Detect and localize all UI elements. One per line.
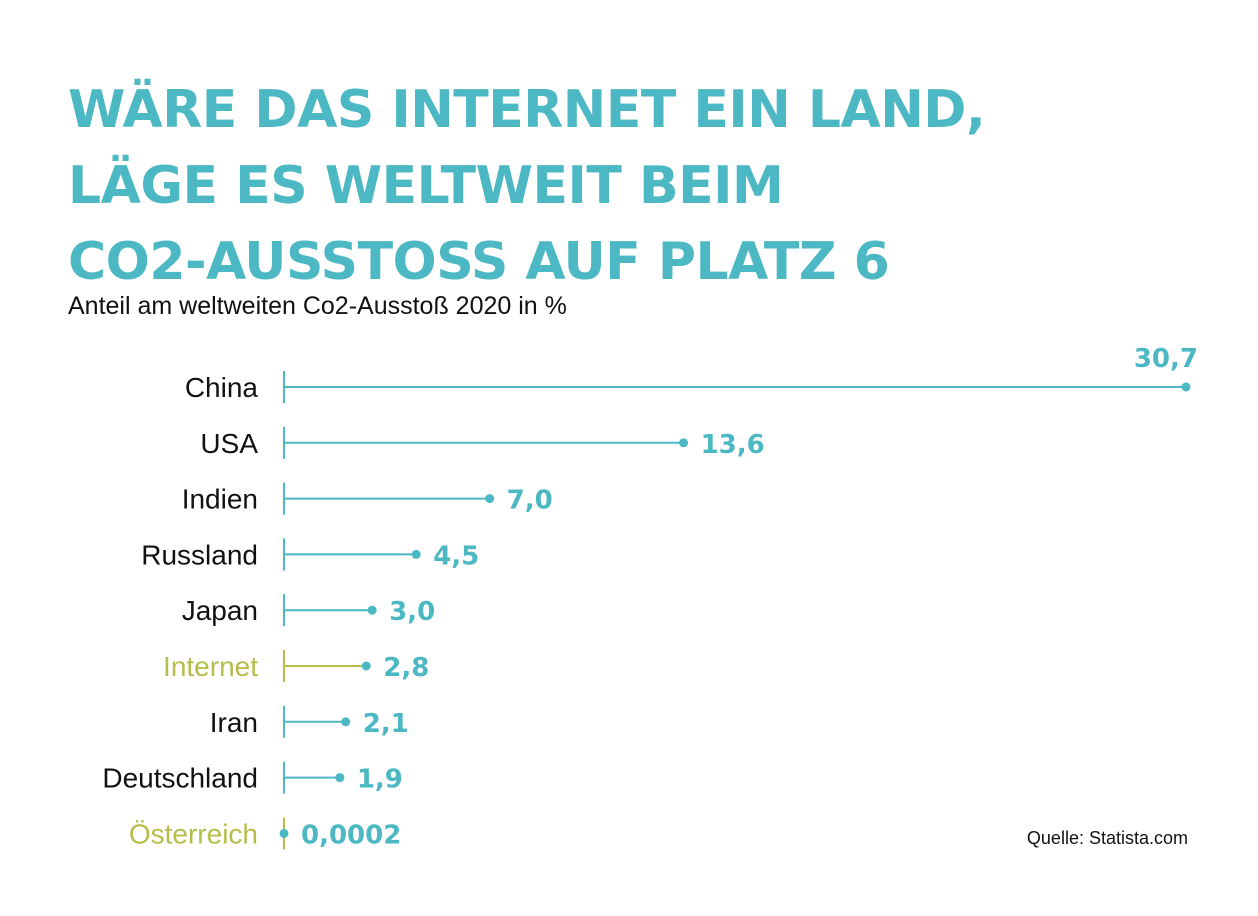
bar-dot-china	[1181, 382, 1191, 392]
category-label-iran: Iran	[210, 707, 258, 738]
category-label-deutschland: Deutschland	[102, 763, 258, 794]
category-label-china: China	[185, 372, 259, 403]
chart-title: WÄRE DAS INTERNET EIN LAND, LÄGE ES WELT…	[68, 72, 1218, 300]
category-label-internet: Internet	[163, 651, 258, 682]
chart-subtitle: Anteil am weltweiten Co2-Ausstoß 2020 in…	[68, 292, 567, 320]
title-line-2: LÄGE ES WELTWEIT BEIM	[68, 156, 784, 216]
category-label--sterreich: Österreich	[129, 818, 258, 849]
value-label-iran: 2,1	[363, 709, 409, 739]
value-label-japan: 3,0	[389, 597, 435, 627]
value-label--sterreich: 0,0002	[301, 820, 401, 850]
bar-dot-deutschland	[335, 773, 345, 783]
source-note: Quelle: Statista.com	[1026, 828, 1188, 848]
value-label-indien: 7,0	[507, 486, 553, 516]
value-label-china: 30,7	[1134, 344, 1198, 374]
category-label-indien: Indien	[182, 484, 258, 515]
category-label-russland: Russland	[141, 539, 258, 570]
value-label-usa: 13,6	[701, 430, 765, 460]
title-line-1: WÄRE DAS INTERNET EIN LAND,	[68, 80, 986, 140]
bar-dot-internet	[361, 661, 371, 671]
bar-dot-japan	[367, 605, 377, 615]
category-label-japan: Japan	[182, 595, 258, 626]
title-line-3: CO2-AUSSTOSS AUF PLATZ 6	[68, 232, 890, 292]
bar-dot-indien	[485, 494, 495, 504]
value-label-internet: 2,8	[383, 653, 429, 683]
bar-dot--sterreich	[279, 828, 289, 838]
value-label-russland: 4,5	[433, 541, 479, 571]
category-label-usa: USA	[200, 428, 258, 459]
value-label-deutschland: 1,9	[357, 765, 403, 795]
bar-dot-usa	[679, 438, 689, 448]
bar-dot-russland	[411, 549, 421, 559]
bar-dot-iran	[341, 717, 351, 727]
